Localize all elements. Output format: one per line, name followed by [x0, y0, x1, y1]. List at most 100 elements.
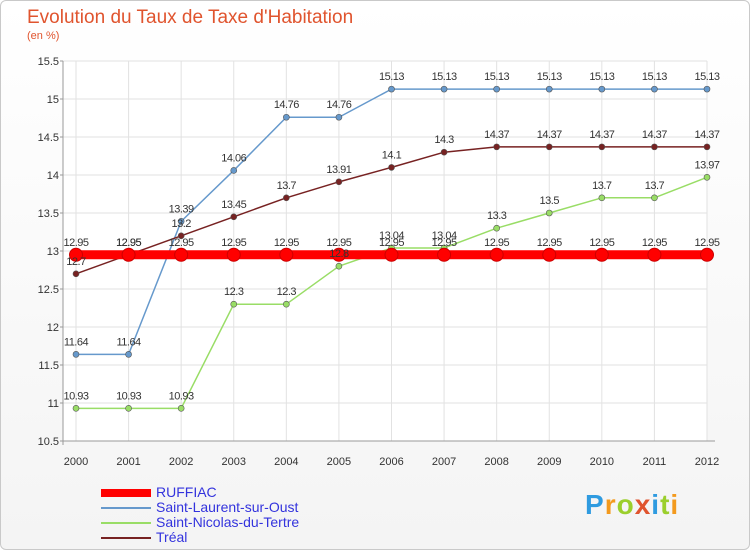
data-point	[703, 85, 711, 93]
legend-label: RUFFIAC	[156, 484, 217, 500]
data-label: 12.95	[169, 237, 194, 249]
x-tick-label: 2011	[643, 456, 667, 468]
data-label: 12.95	[221, 237, 246, 249]
data-point	[72, 351, 80, 358]
x-tick-label: 2000	[64, 456, 88, 468]
data-point	[331, 247, 346, 262]
data-point	[651, 143, 658, 151]
y-tick-label: 11.5	[38, 360, 59, 372]
data-point	[700, 247, 714, 262]
legend-label: Tréal	[156, 529, 188, 545]
x-tick-label: 2006	[379, 456, 403, 468]
legend-item: Tréal	[101, 529, 401, 545]
data-point	[335, 262, 343, 270]
data-label: 13.2	[171, 218, 191, 230]
data-point	[651, 194, 658, 202]
x-tick-label: 2012	[695, 456, 719, 468]
data-label: 10.93	[63, 390, 88, 402]
data-label: 12.8	[329, 248, 349, 260]
data-label: 15.13	[694, 71, 719, 83]
data-point	[647, 247, 662, 262]
data-point	[230, 300, 238, 308]
data-label: 15.13	[379, 71, 404, 83]
y-tick-label: 15.5	[38, 56, 59, 68]
data-point	[545, 209, 553, 217]
data-point	[174, 247, 189, 262]
data-point	[545, 143, 553, 151]
data-point	[283, 194, 290, 202]
data-point	[493, 85, 500, 93]
data-label: 12.95	[326, 237, 351, 249]
x-tick-label: 2007	[432, 456, 456, 468]
data-label: 12.95	[484, 237, 509, 249]
data-label: 12.95	[432, 237, 457, 249]
logo-letter: P	[585, 489, 605, 520]
data-point	[72, 270, 80, 278]
logo-letter: i	[651, 489, 661, 520]
data-label: 14.37	[537, 129, 562, 141]
data-label: 11.64	[116, 336, 141, 348]
data-label: 14.76	[326, 99, 351, 111]
data-point	[703, 143, 711, 151]
data-point	[72, 405, 80, 412]
data-point	[121, 247, 136, 262]
data-point	[69, 247, 83, 262]
data-label: 15.13	[642, 71, 667, 83]
data-label: 12.7	[66, 256, 86, 268]
data-point	[388, 85, 395, 93]
data-label: 15.13	[589, 71, 614, 83]
data-label: 12.95	[63, 237, 88, 249]
data-point	[283, 300, 290, 308]
data-label: 12.95	[694, 237, 719, 249]
y-tick-label: 14	[47, 170, 59, 182]
data-point	[279, 247, 294, 262]
data-point	[125, 351, 132, 358]
logo-letter: i	[670, 489, 680, 520]
data-label: 13.3	[487, 210, 507, 222]
data-point	[598, 143, 606, 151]
data-point	[177, 218, 185, 225]
y-tick-label: 14.5	[38, 132, 59, 144]
data-point	[230, 167, 238, 174]
legend-swatch	[101, 537, 151, 539]
data-point	[177, 232, 185, 240]
data-label: 14.3	[434, 134, 454, 146]
data-label: 13.39	[169, 203, 194, 215]
legend-item: RUFFIAC	[101, 484, 401, 500]
data-point	[388, 164, 395, 171]
data-point	[384, 247, 399, 262]
data-label: 13.04	[379, 230, 404, 242]
y-tick-label: 13.5	[38, 208, 59, 220]
logo-letter: r	[604, 489, 617, 520]
data-label: 14.1	[382, 149, 402, 161]
chart-subtitle: (en %)	[27, 30, 60, 42]
y-tick-label: 15	[47, 94, 59, 106]
data-label: 11.64	[64, 336, 89, 348]
data-label: 12.95	[589, 237, 614, 249]
legend-swatch	[101, 489, 151, 497]
data-label: 13.04	[432, 230, 457, 242]
data-label: 14.37	[642, 129, 667, 141]
data-label: 13.7	[277, 180, 297, 192]
data-point	[440, 148, 448, 156]
data-label: 15.13	[432, 71, 457, 83]
legend-swatch	[101, 522, 151, 524]
legend-label: Saint-Laurent-sur-Oust	[156, 499, 299, 515]
legend-item: Saint-Nicolas-du-Tertre	[101, 514, 401, 530]
y-tick-label: 12.5	[38, 284, 59, 296]
data-point	[594, 247, 609, 262]
data-point	[437, 247, 452, 262]
data-label: 14.76	[274, 99, 299, 111]
data-label: 12.95	[116, 237, 141, 249]
data-label: 12.95	[537, 237, 562, 249]
chart-legend: RUFFIAC Saint-Laurent-sur-Oust Saint-Nicol…	[101, 484, 401, 545]
data-point	[335, 178, 343, 186]
x-tick-label: 2003	[222, 456, 246, 468]
x-tick-label: 2002	[169, 456, 193, 468]
data-label: 14.06	[221, 152, 246, 164]
data-label: 12.95	[642, 237, 667, 249]
data-point	[493, 143, 500, 151]
data-label: 12.3	[277, 286, 297, 298]
data-label: 13.97	[694, 159, 719, 171]
